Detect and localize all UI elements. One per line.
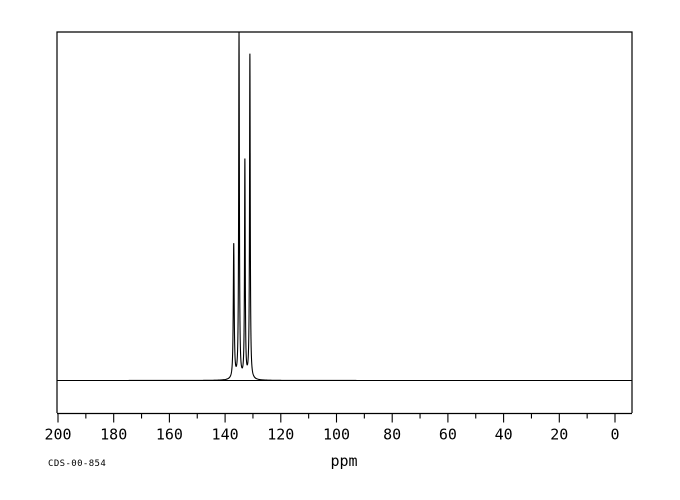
spectrum-trace-group bbox=[58, 32, 615, 382]
x-axis-tick-label: 120 bbox=[267, 426, 294, 444]
x-axis-tick-label: 100 bbox=[323, 426, 350, 444]
x-axis-tick-label: 200 bbox=[44, 426, 71, 444]
x-axis-tick-label: 20 bbox=[550, 426, 568, 444]
x-axis-tick-label: 180 bbox=[100, 426, 127, 444]
x-axis-tick-label: 40 bbox=[495, 426, 513, 444]
x-axis-tick-label: 140 bbox=[212, 426, 239, 444]
spectrum-id-label: CDS-00-854 bbox=[48, 459, 106, 469]
x-axis-ticks bbox=[57, 413, 616, 423]
plot-frame bbox=[56, 31, 633, 413]
x-axis-tick-label: 60 bbox=[439, 426, 457, 444]
x-axis-tick-label: 0 bbox=[610, 426, 619, 444]
spectrum-trace bbox=[58, 32, 615, 382]
x-axis-unit-label: ppm bbox=[330, 452, 357, 470]
x-axis-tick-labels: 200 180 160 140 120 100 80 60 40 20 0 bbox=[44, 426, 619, 444]
x-axis-tick-label: 80 bbox=[383, 426, 401, 444]
x-axis-tick-label: 160 bbox=[156, 426, 183, 444]
